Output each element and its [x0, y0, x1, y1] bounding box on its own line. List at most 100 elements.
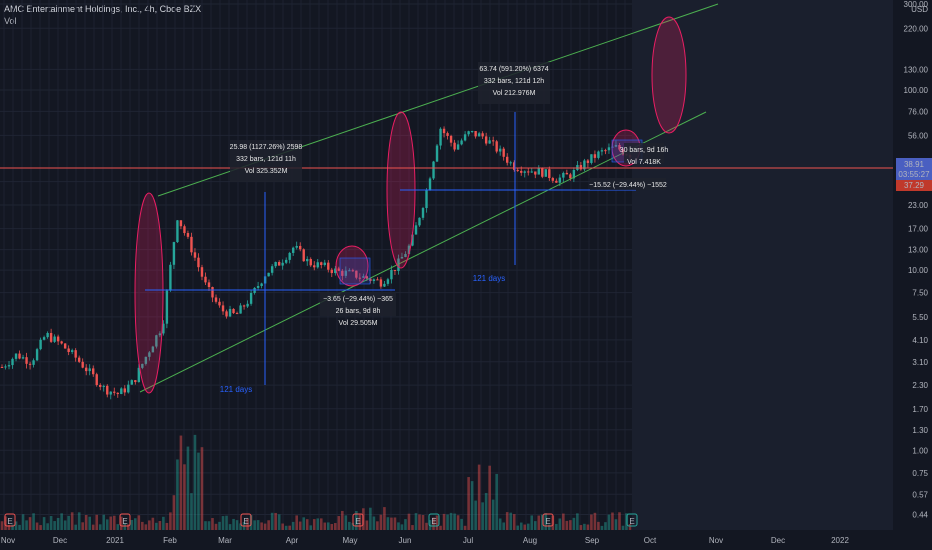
candle-body — [411, 234, 414, 246]
volume-bar — [607, 514, 611, 530]
volume-bar — [537, 515, 541, 530]
candle-body — [144, 356, 148, 364]
candle-body — [414, 225, 418, 235]
candle-body — [56, 336, 60, 342]
candle-body — [106, 385, 109, 395]
annotation-text: 332 bars, 121d 12h — [484, 78, 544, 85]
volume-bar — [470, 481, 474, 530]
volume-bar — [333, 523, 337, 530]
candle-body — [28, 363, 32, 365]
candle-body — [597, 151, 600, 158]
candle-body — [614, 145, 618, 147]
x-tick-label: Aug — [523, 536, 537, 545]
future-area — [632, 0, 893, 530]
volume-bar — [618, 512, 621, 530]
candle-body — [386, 279, 390, 284]
candle-body — [604, 150, 607, 152]
price-tag-countdown: 03:55:27 — [898, 170, 930, 179]
volume-bar — [319, 518, 323, 530]
volume-bar — [386, 517, 390, 530]
volume-bar — [548, 524, 551, 530]
volume-bar — [155, 522, 158, 530]
y-tick-label: 13.00 — [908, 246, 929, 255]
candle-body — [295, 245, 298, 248]
candle-body — [477, 133, 481, 137]
candle-body — [337, 268, 341, 271]
volume-bar — [232, 518, 235, 530]
annotation-box — [624, 143, 664, 163]
earnings-marker — [542, 513, 554, 527]
volume-bar — [263, 523, 267, 530]
price-tag-previous — [896, 180, 932, 191]
y-tick-label: 2.30 — [912, 381, 928, 390]
candle-body — [169, 264, 172, 291]
earnings-marker — [428, 513, 440, 527]
candle-body — [183, 226, 186, 234]
annotation-box — [590, 178, 666, 190]
candle-body — [186, 233, 190, 237]
price-tag-prev-value: 37.29 — [904, 181, 925, 190]
volume-bar — [593, 512, 597, 530]
grid-lines — [0, 0, 893, 530]
volume-bar — [281, 523, 284, 530]
earnings-marker — [119, 513, 131, 527]
volume-bar — [0, 521, 4, 530]
volume-bar — [4, 516, 7, 530]
candle-body — [313, 265, 316, 268]
candle-body — [74, 350, 77, 358]
duration-label: 121 days — [220, 385, 252, 394]
volume-bar — [228, 524, 232, 530]
annotation-box — [230, 140, 302, 182]
volume-bar — [565, 520, 569, 530]
volume-bar — [144, 524, 148, 530]
candle-body — [49, 333, 53, 342]
volume-bar — [376, 521, 379, 530]
candle-body — [541, 168, 544, 177]
y-tick-label: 3.10 — [912, 358, 928, 367]
volume-bar — [123, 523, 127, 530]
candle-body — [211, 287, 214, 298]
volume-bar — [488, 465, 491, 530]
candle-body — [509, 162, 512, 164]
volume-bar — [337, 516, 341, 530]
volume-bar — [341, 510, 344, 530]
highlight-ellipse — [335, 245, 369, 287]
volume-bar — [330, 524, 334, 530]
candle-body — [242, 305, 246, 307]
volume-bar — [141, 521, 144, 530]
volume-bar — [18, 524, 21, 530]
volume-bar — [358, 514, 362, 530]
candle-body — [369, 278, 372, 281]
volume-bar — [207, 521, 211, 530]
candle-body — [344, 270, 348, 276]
x-tick-label: Dec — [771, 536, 785, 545]
candle-body — [390, 269, 393, 280]
candle-body — [418, 217, 421, 226]
volume-bar — [109, 516, 113, 530]
volume-bar — [197, 452, 200, 530]
volume-bar — [312, 519, 316, 530]
x-tick-label: Nov — [1, 536, 15, 545]
candle-body — [327, 262, 330, 270]
candle-body — [274, 262, 277, 267]
earnings-marker — [4, 513, 16, 527]
volume-bar — [372, 516, 376, 530]
candle-body — [474, 130, 477, 137]
candle-body — [63, 343, 67, 349]
annotation-text: 63.74 (591.20%) 6374 — [479, 66, 548, 73]
volume-bar — [625, 513, 628, 530]
volume-bar — [414, 513, 418, 530]
candle-body — [586, 160, 590, 163]
volume-bar — [134, 518, 137, 530]
volume-bar — [284, 525, 288, 530]
candle-body — [246, 303, 249, 307]
candle-body — [467, 131, 470, 135]
candle-body — [116, 392, 119, 395]
volume-bar — [246, 518, 249, 530]
candle-body — [365, 276, 369, 279]
volume-bar — [46, 523, 49, 530]
price-series — [0, 126, 632, 400]
volume-bar — [495, 473, 498, 530]
volume-bar — [411, 525, 414, 530]
